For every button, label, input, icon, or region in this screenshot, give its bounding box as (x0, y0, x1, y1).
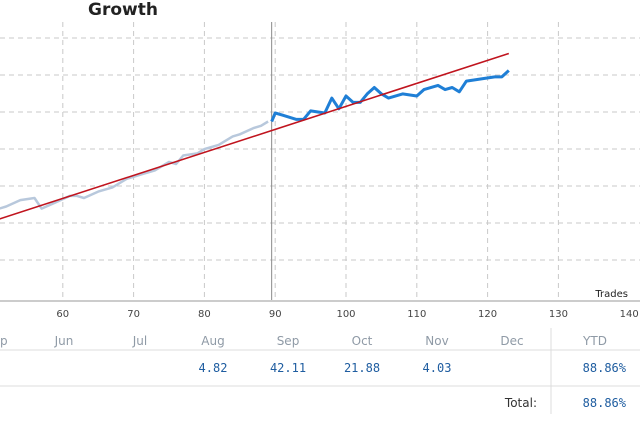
month-values: 4.82 42.11 21.88 4.03 (199, 361, 452, 375)
month-header-partial: p (0, 334, 8, 348)
month-header: Nov (425, 334, 448, 348)
chart-title: Growth (88, 0, 158, 20)
month-value: 4.03 (423, 361, 452, 375)
ytd-header: YTD (582, 334, 607, 348)
x-tick-labels: 60 70 80 90 100 110 120 130 140 (56, 309, 638, 320)
x-tick-label: 90 (269, 309, 282, 320)
x-tick-label: 70 (127, 309, 140, 320)
month-value: 4.82 (199, 361, 228, 375)
month-value: 21.88 (344, 361, 380, 375)
ytd-value: 88.86% (583, 361, 627, 375)
month-value: 42.11 (270, 361, 306, 375)
x-tick-label: 130 (549, 309, 568, 320)
x-tick-label: 80 (198, 309, 211, 320)
month-header: Aug (201, 334, 224, 348)
total-label: Total: (504, 396, 537, 410)
month-header: Jul (132, 334, 147, 348)
total-value: 88.86% (583, 396, 627, 410)
grid-layer (0, 22, 640, 300)
x-tick-label: 110 (407, 309, 426, 320)
x-axis-title: Trades (594, 289, 628, 300)
balance-line-history (0, 120, 269, 210)
balance-line-current (270, 69, 510, 123)
x-tick-label: 140 (620, 309, 639, 320)
x-tick-label: 120 (478, 309, 497, 320)
x-tick-label: 60 (56, 309, 69, 320)
month-header: Jun (54, 334, 74, 348)
month-header: Sep (277, 334, 300, 348)
month-header: Oct (352, 334, 373, 348)
month-headers: Jun Jul Aug Sep Oct Nov Dec (54, 334, 524, 348)
series-layer (0, 52, 510, 220)
trend-line (0, 52, 510, 220)
x-tick-label: 100 (336, 309, 355, 320)
month-header: Dec (500, 334, 523, 348)
